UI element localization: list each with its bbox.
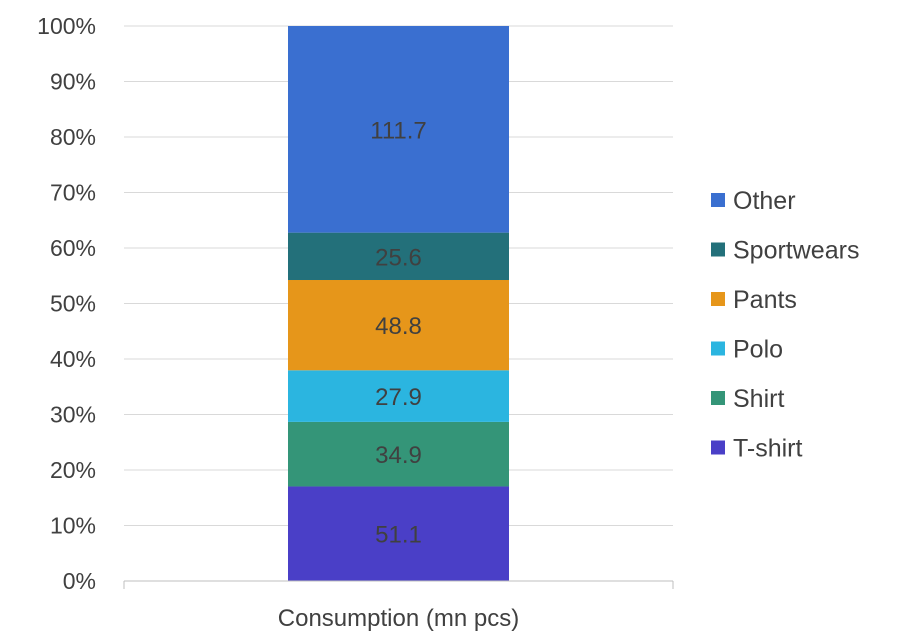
data-label-shirt: 34.9: [375, 442, 422, 469]
legend-label: Pants: [733, 286, 797, 314]
legend-item-t-shirt: T-shirt: [711, 435, 803, 463]
y-axis-ticks: 0% 10% 20% 30% 40% 50% 60% 70% 80% 90% 100%: [37, 13, 96, 594]
y-tick-label: 20%: [50, 457, 96, 483]
legend-item-other: Other: [711, 187, 796, 215]
data-label-sportwears: 25.6: [375, 244, 422, 271]
y-tick-label: 80%: [50, 124, 96, 150]
legend-swatch: [711, 440, 725, 455]
legend: Other Sportwears Pants Polo Shirt T-shirt: [711, 187, 859, 463]
bar-segment-polo: [288, 370, 509, 422]
legend-swatch: [711, 391, 725, 405]
legend-item-sportwears: Sportwears: [711, 237, 859, 265]
bar-segment-other: [288, 26, 509, 233]
bar-segment-t-shirt: [288, 486, 509, 581]
legend-label: Shirt: [733, 385, 784, 413]
legend-item-pants: Pants: [711, 286, 797, 314]
y-tick-label: 0%: [63, 568, 96, 594]
legend-swatch: [711, 193, 725, 207]
legend-item-shirt: Shirt: [711, 385, 784, 413]
legend-label: Other: [733, 187, 796, 215]
y-tick-label: 100%: [37, 13, 96, 39]
y-tick-label: 10%: [50, 513, 96, 539]
legend-item-polo: Polo: [711, 336, 783, 364]
data-label-polo: 27.9: [375, 384, 422, 411]
y-tick-label: 50%: [50, 291, 96, 317]
y-tick-label: 60%: [50, 235, 96, 261]
y-tick-label: 30%: [50, 402, 96, 428]
x-axis: Consumption (mn pcs): [123, 580, 674, 632]
legend-swatch: [711, 242, 725, 257]
bar-segment-shirt: [288, 421, 509, 487]
data-label-other: 111.7: [370, 117, 427, 144]
x-category-label: Consumption (mn pcs): [278, 605, 519, 632]
legend-swatch: [711, 292, 725, 306]
bar-stack: 51.1 34.9 27.9 48.8 25.6 111.7: [288, 26, 509, 581]
y-tick-label: 70%: [50, 180, 96, 206]
legend-label: Polo: [733, 336, 783, 364]
data-label-pants: 48.8: [375, 313, 422, 340]
bar-segment-sportwears: [288, 232, 509, 281]
legend-label: T-shirt: [733, 435, 803, 463]
bar-segment-pants: [288, 280, 509, 371]
data-label-t-shirt: 51.1: [375, 522, 422, 549]
legend-swatch: [711, 341, 725, 356]
y-tick-label: 40%: [50, 346, 96, 372]
y-tick-label: 90%: [50, 69, 96, 95]
legend-label: Sportwears: [733, 237, 859, 265]
